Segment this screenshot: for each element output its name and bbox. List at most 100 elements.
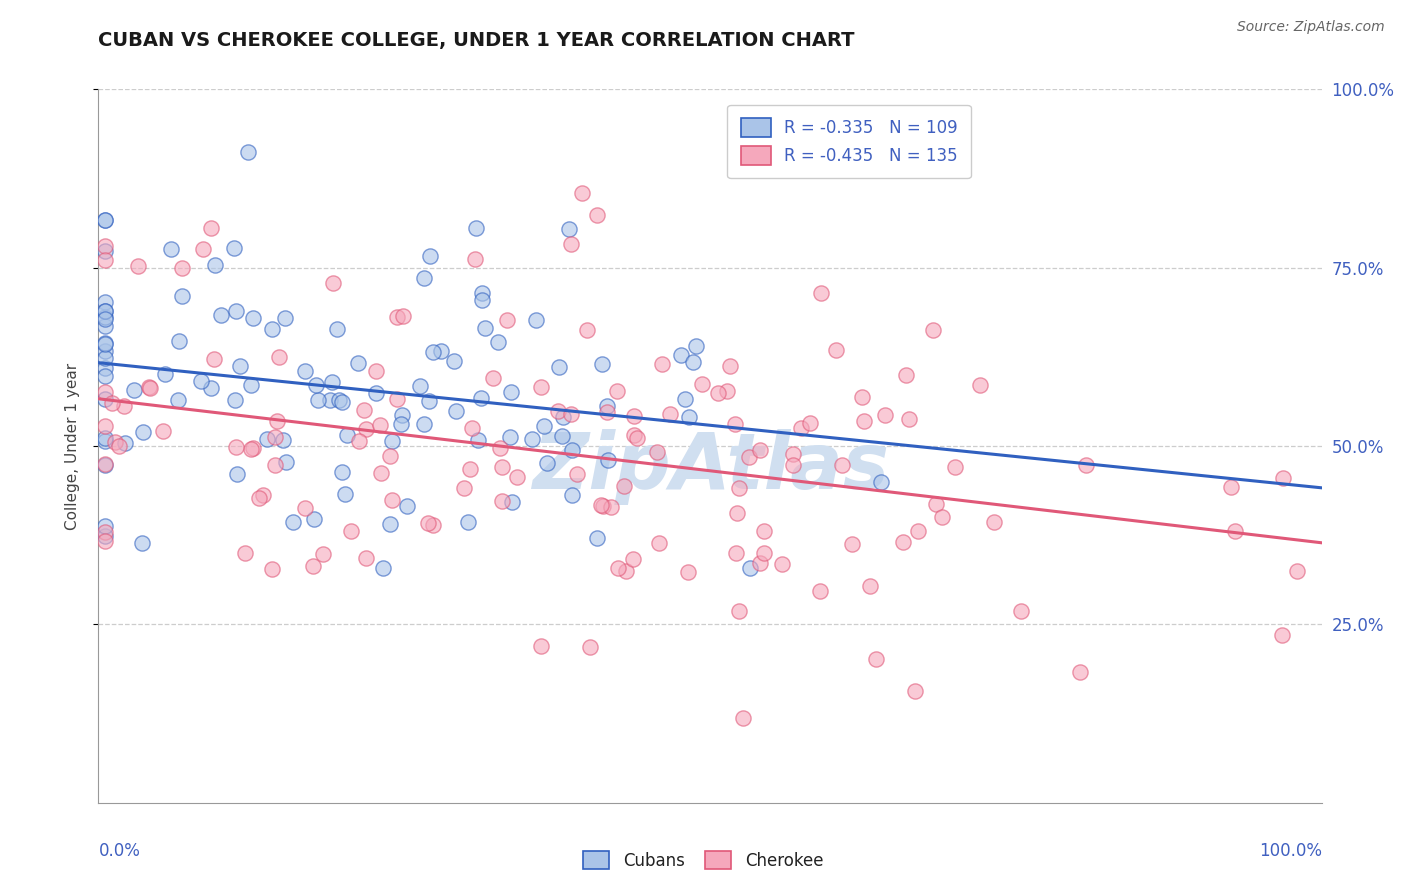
Point xyxy=(349,434,371,448)
Point xyxy=(225,440,247,454)
Point xyxy=(167,334,190,348)
Point xyxy=(138,381,160,395)
Point xyxy=(281,516,304,530)
Point xyxy=(596,399,619,413)
Point xyxy=(897,412,920,426)
Point xyxy=(224,393,246,408)
Point xyxy=(238,145,260,159)
Point xyxy=(754,545,776,559)
Point xyxy=(93,303,115,318)
Point xyxy=(464,221,486,235)
Point xyxy=(93,318,115,333)
Point xyxy=(491,494,513,508)
Point xyxy=(336,428,359,442)
Point xyxy=(530,380,553,394)
Point xyxy=(326,322,349,336)
Point xyxy=(591,357,613,371)
Point xyxy=(873,408,896,422)
Point xyxy=(824,343,846,357)
Point xyxy=(392,309,415,323)
Point xyxy=(131,425,153,440)
Point xyxy=(354,551,377,566)
Point xyxy=(138,380,160,394)
Point xyxy=(370,467,392,481)
Point xyxy=(1220,480,1243,494)
Point xyxy=(93,419,115,434)
Point xyxy=(370,417,392,432)
Point xyxy=(943,460,966,475)
Point xyxy=(242,441,264,455)
Point xyxy=(204,258,226,272)
Point xyxy=(560,237,582,252)
Point xyxy=(330,465,353,479)
Point xyxy=(896,368,918,383)
Point xyxy=(93,304,115,318)
Point xyxy=(782,458,804,473)
Point xyxy=(623,428,645,442)
Point xyxy=(470,286,492,301)
Text: CUBAN VS CHEROKEE COLLEGE, UNDER 1 YEAR CORRELATION CHART: CUBAN VS CHEROKEE COLLEGE, UNDER 1 YEAR … xyxy=(98,31,855,50)
Point xyxy=(725,507,748,521)
Text: ZipAtlas: ZipAtlas xyxy=(531,429,889,506)
Point xyxy=(678,409,700,424)
Point xyxy=(366,385,388,400)
Point xyxy=(606,384,628,399)
Point xyxy=(229,359,252,374)
Point xyxy=(859,579,882,593)
Text: 100.0%: 100.0% xyxy=(1258,842,1322,860)
Point xyxy=(385,310,408,325)
Point xyxy=(673,392,696,407)
Point xyxy=(983,516,1005,530)
Point xyxy=(93,533,115,548)
Point xyxy=(304,512,326,526)
Point xyxy=(319,393,342,408)
Point xyxy=(422,345,444,359)
Point xyxy=(93,458,115,473)
Point xyxy=(274,310,297,325)
Point xyxy=(93,239,115,253)
Text: Source: ZipAtlas.com: Source: ZipAtlas.com xyxy=(1237,20,1385,34)
Point xyxy=(586,208,609,222)
Point xyxy=(322,276,344,290)
Point xyxy=(547,404,569,418)
Point xyxy=(93,336,115,351)
Point xyxy=(269,350,291,364)
Point xyxy=(501,495,523,509)
Point xyxy=(716,384,738,398)
Point xyxy=(530,639,553,653)
Point xyxy=(381,493,404,508)
Point xyxy=(752,524,775,538)
Point xyxy=(457,516,479,530)
Point xyxy=(170,289,193,303)
Point xyxy=(273,434,295,448)
Point xyxy=(301,559,323,574)
Point xyxy=(613,479,636,493)
Point xyxy=(153,368,176,382)
Point xyxy=(166,392,188,407)
Point xyxy=(718,359,741,373)
Point xyxy=(419,249,441,263)
Point xyxy=(200,381,222,395)
Point xyxy=(93,528,115,542)
Point xyxy=(586,531,609,545)
Point xyxy=(799,416,821,430)
Point xyxy=(202,351,225,366)
Point xyxy=(474,320,496,334)
Point xyxy=(209,308,232,322)
Point xyxy=(93,310,115,324)
Point xyxy=(579,640,602,654)
Point xyxy=(865,652,887,666)
Point xyxy=(294,501,316,516)
Point xyxy=(571,186,593,200)
Point xyxy=(312,547,335,561)
Point xyxy=(810,285,832,300)
Point xyxy=(294,364,316,378)
Point xyxy=(332,395,354,409)
Point xyxy=(170,260,193,275)
Point xyxy=(648,536,671,550)
Legend: Cubans, Cherokee: Cubans, Cherokee xyxy=(576,845,830,877)
Point xyxy=(922,323,945,337)
Point xyxy=(685,339,707,353)
Point xyxy=(481,370,503,384)
Point xyxy=(749,556,772,570)
